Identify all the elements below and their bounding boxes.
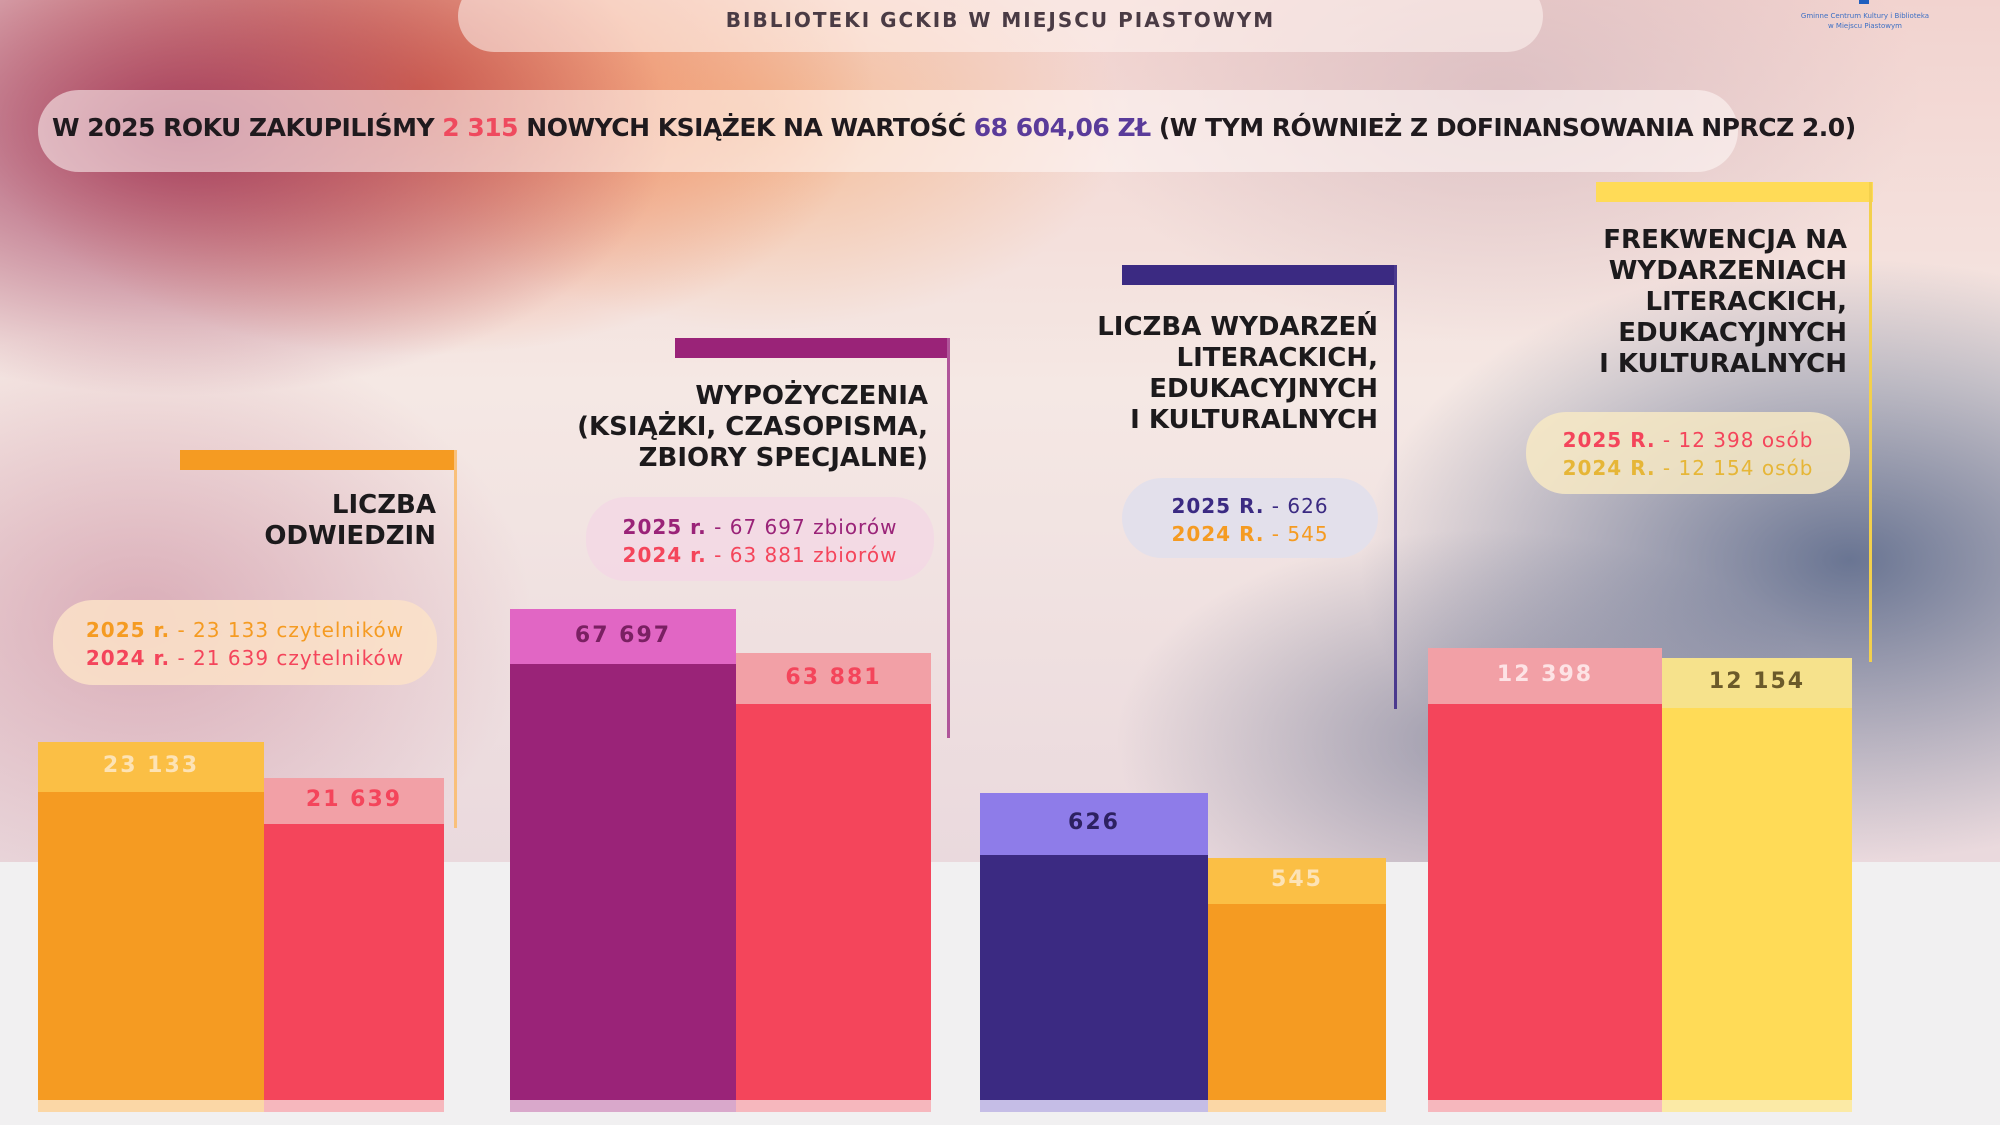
legend-value: - 21 639 czytelników	[170, 646, 405, 670]
legend-entry-1: 2025 r. - 23 133 czytelników	[53, 618, 437, 642]
bar-value-label: 12 398	[1496, 662, 1594, 687]
chart-title-line-2: WYDARZENIACH	[1608, 256, 1847, 286]
bar-foot	[1428, 1100, 1662, 1112]
legend-year: 2025 r.	[622, 515, 707, 539]
bar-2024: 12 154	[1662, 658, 1852, 1112]
bar-2025: 23 133	[38, 742, 264, 1112]
chart-title-line-2: LITERACKICH,	[1176, 343, 1379, 373]
chart-title: WYPOŻYCZENIA (KSIĄŻKI, CZASOPISMA, ZBIORY …	[508, 381, 928, 474]
chart-title-strip	[675, 338, 950, 358]
chart-title-line-1: WYPOŻYCZENIA	[695, 381, 928, 411]
bar-2024: 545	[1208, 858, 1386, 1112]
chart-title-line-4: I KULTURALNYCH	[1130, 405, 1378, 435]
bar-2024: 21 639	[264, 778, 444, 1112]
chart-title-line-2: (KSIĄŻKI, CZASOPISMA,	[577, 412, 928, 442]
banner-amount: 68 604,06 ZŁ	[973, 113, 1151, 142]
chart-title-line	[1869, 182, 1872, 662]
legend-value: - 12 398 osób	[1655, 428, 1814, 452]
bar-foot	[736, 1100, 931, 1112]
header-pill	[458, 0, 1543, 52]
legend-year: 2024 R.	[1171, 522, 1265, 546]
bar-value-cap: 626	[980, 793, 1208, 855]
logo-line-1: Gminne Centrum Kultury i Biblioteka	[1800, 12, 1930, 20]
bar-value-label: 21 639	[305, 787, 403, 812]
chart-title-line-2: ODWIEDZIN	[264, 521, 436, 551]
bar-value-cap: 21 639	[264, 778, 444, 824]
chart-title: LICZBA WYDARZEŃ LITERACKICH, EDUKACYJNYCH I…	[958, 312, 1378, 436]
legend-value: - 23 133 czytelników	[170, 618, 405, 642]
banner-part-3: (W TYM RÓWNIEŻ Z DOFINANSOWANIA NPRCZ 2.…	[1150, 113, 1856, 142]
bar-value-cap: 63 881	[736, 653, 931, 704]
bar-value-cap: 12 154	[1662, 658, 1852, 708]
bar-value-label: 545	[1271, 867, 1323, 892]
legend-value: - 12 154 osób	[1655, 456, 1814, 480]
bar-value-label: 12 154	[1708, 669, 1806, 694]
bar-value-label: 626	[1068, 810, 1120, 835]
banner-count: 2 315	[442, 113, 519, 142]
bar-foot	[1662, 1100, 1852, 1112]
chart-title-strip	[1122, 265, 1397, 285]
legend-year: 2024 R.	[1562, 456, 1656, 480]
chart-title-line-3: EDUKACYJNYCH	[1149, 374, 1378, 404]
legend-entry-2: 2024 r. - 21 639 czytelników	[53, 646, 437, 670]
bar-value-cap: 67 697	[510, 609, 736, 664]
legend-entry-2: 2024 R. - 545	[1122, 522, 1378, 546]
logo-mark-icon	[1859, 0, 1869, 4]
chart-legend: 2025 r. - 67 697 zbiorów 2024 r. - 63 881…	[586, 497, 934, 581]
bar-2025: 67 697	[510, 609, 736, 1112]
banner-part-1: W 2025 ROKU ZAKUPILIŚMY	[52, 113, 443, 142]
bar-2024: 63 881	[736, 653, 931, 1112]
legend-value: - 545	[1264, 522, 1329, 546]
legend-value: - 67 697 zbiorów	[706, 515, 898, 539]
chart-title-line	[454, 450, 457, 828]
banner-part-2: NOWYCH KSIĄŻEK NA WARTOŚĆ	[518, 113, 974, 142]
logo: Gminne Centrum Kultury i Biblioteka w Mi…	[1785, 0, 1945, 38]
chart-title-strip	[180, 450, 457, 470]
legend-entry-2: 2024 R. - 12 154 osób	[1526, 456, 1850, 480]
chart-title-line-4: EDUKACYJNYCH	[1618, 318, 1847, 348]
bar-value-label: 67 697	[574, 623, 672, 648]
bar-foot	[38, 1100, 264, 1112]
chart-title-line	[947, 338, 950, 738]
chart-title-strip	[1596, 182, 1873, 202]
legend-entry-1: 2025 r. - 67 697 zbiorów	[586, 515, 934, 539]
chart-title-line-1: LICZBA WYDARZEŃ	[1097, 312, 1378, 342]
legend-year: 2024 r.	[85, 646, 171, 670]
legend-year: 2024 r.	[622, 543, 707, 567]
chart-title-line-1: LICZBA	[331, 490, 436, 520]
bar-value-label: 23 133	[102, 753, 200, 778]
chart-legend: 2025 R. - 626 2024 R. - 545	[1122, 478, 1378, 558]
chart-legend: 2025 r. - 23 133 czytelników 2024 r. - 21…	[53, 600, 437, 685]
bar-2025: 626	[980, 793, 1208, 1112]
legend-value: - 63 881 zbiorów	[706, 543, 898, 567]
bar-value-cap: 23 133	[38, 742, 264, 792]
logo-line-2: w Miejscu Piastowym	[1827, 22, 1902, 30]
bar-foot	[264, 1100, 444, 1112]
bar-value-cap: 545	[1208, 858, 1386, 904]
bar-value-label: 63 881	[785, 665, 882, 690]
banner-text: W 2025 ROKU ZAKUPILIŚMY 2 315 NOWYCH KSI…	[52, 113, 1856, 142]
legend-entry-1: 2025 R. - 626	[1122, 494, 1378, 518]
chart-title: FREKWENCJA NA WYDARZENIACH LITERACKICH, EDU…	[1427, 225, 1847, 380]
legend-year: 2025 r.	[85, 618, 171, 642]
chart-title-line-3: ZBIORY SPECJALNE)	[638, 443, 928, 473]
bar-foot	[980, 1100, 1208, 1112]
chart-legend: 2025 R. - 12 398 osób 2024 R. - 12 154 os…	[1526, 412, 1850, 494]
legend-entry-2: 2024 r. - 63 881 zbiorów	[586, 543, 934, 567]
chart-title-line-1: FREKWENCJA NA	[1603, 225, 1847, 255]
legend-entry-1: 2025 R. - 12 398 osób	[1526, 428, 1850, 452]
legend-year: 2025 R.	[1171, 494, 1265, 518]
bar-foot	[510, 1100, 736, 1112]
chart-title: LICZBA ODWIEDZIN	[36, 490, 436, 552]
bar-value-cap: 12 398	[1428, 648, 1662, 704]
bar-foot	[1208, 1100, 1386, 1112]
bar-2025: 12 398	[1428, 648, 1662, 1112]
chart-title-line	[1394, 265, 1397, 709]
legend-year: 2025 R.	[1562, 428, 1656, 452]
legend-value: - 626	[1264, 494, 1329, 518]
banner-pill	[38, 90, 1738, 172]
header-subtitle: BIBLIOTEKI GCKIB W MIEJSCU PIASTOWYM	[725, 8, 1276, 32]
chart-title-line-3: LITERACKICH,	[1645, 287, 1848, 317]
chart-title-line-5: I KULTURALNYCH	[1599, 349, 1847, 379]
